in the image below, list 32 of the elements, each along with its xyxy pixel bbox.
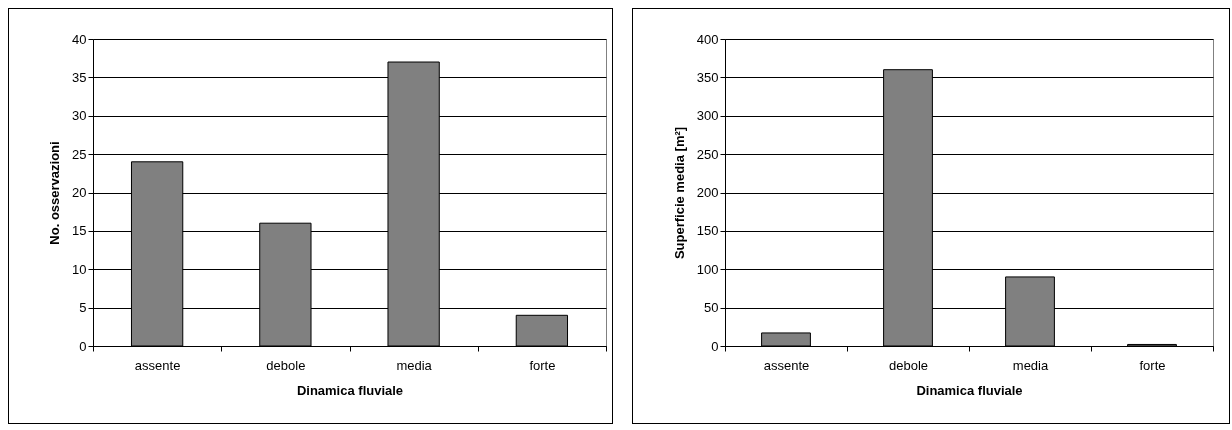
- y-tick-label: 0: [711, 338, 719, 354]
- x-tick-label: media: [1012, 357, 1049, 373]
- y-axis-title: Superficie media [m²]: [671, 126, 687, 260]
- bar: [515, 314, 569, 347]
- x-tick-label: debole: [888, 357, 929, 373]
- y-axis-title: No. osservazioni: [47, 141, 63, 245]
- y-tick-label: 400: [696, 31, 719, 47]
- y-tick-label: 30: [72, 108, 87, 124]
- x-tick-label: assente: [134, 357, 181, 373]
- y-tick-label: 35: [72, 69, 87, 85]
- x-tick-label: debole: [266, 357, 306, 373]
- y-tick-label: 0: [79, 338, 87, 354]
- y-tick-label: 350: [696, 69, 719, 85]
- y-tick-label: 25: [72, 146, 87, 162]
- y-tick-label: 150: [696, 223, 719, 239]
- y-tick-label: 50: [704, 300, 719, 316]
- y-tick-label: 200: [696, 185, 719, 200]
- x-tick-label: forte: [529, 357, 556, 373]
- y-tick-label: 40: [72, 31, 87, 47]
- y-tick-label: 20: [72, 185, 87, 200]
- x-axis-title: Dinamica fluviale: [296, 382, 404, 398]
- x-tick-label: forte: [1139, 357, 1166, 373]
- bar: [761, 332, 811, 347]
- y-tick-label: 300: [696, 108, 719, 124]
- x-tick-label: assente: [763, 357, 810, 373]
- y-tick-label: 250: [696, 146, 719, 162]
- y-tick-label: 5: [79, 300, 87, 316]
- y-tick-label: 15: [72, 223, 87, 239]
- y-tick-label: 100: [696, 261, 719, 277]
- x-tick-label: media: [396, 357, 433, 373]
- y-tick-label: 10: [72, 261, 87, 277]
- x-axis-title: Dinamica fluviale: [916, 382, 1023, 398]
